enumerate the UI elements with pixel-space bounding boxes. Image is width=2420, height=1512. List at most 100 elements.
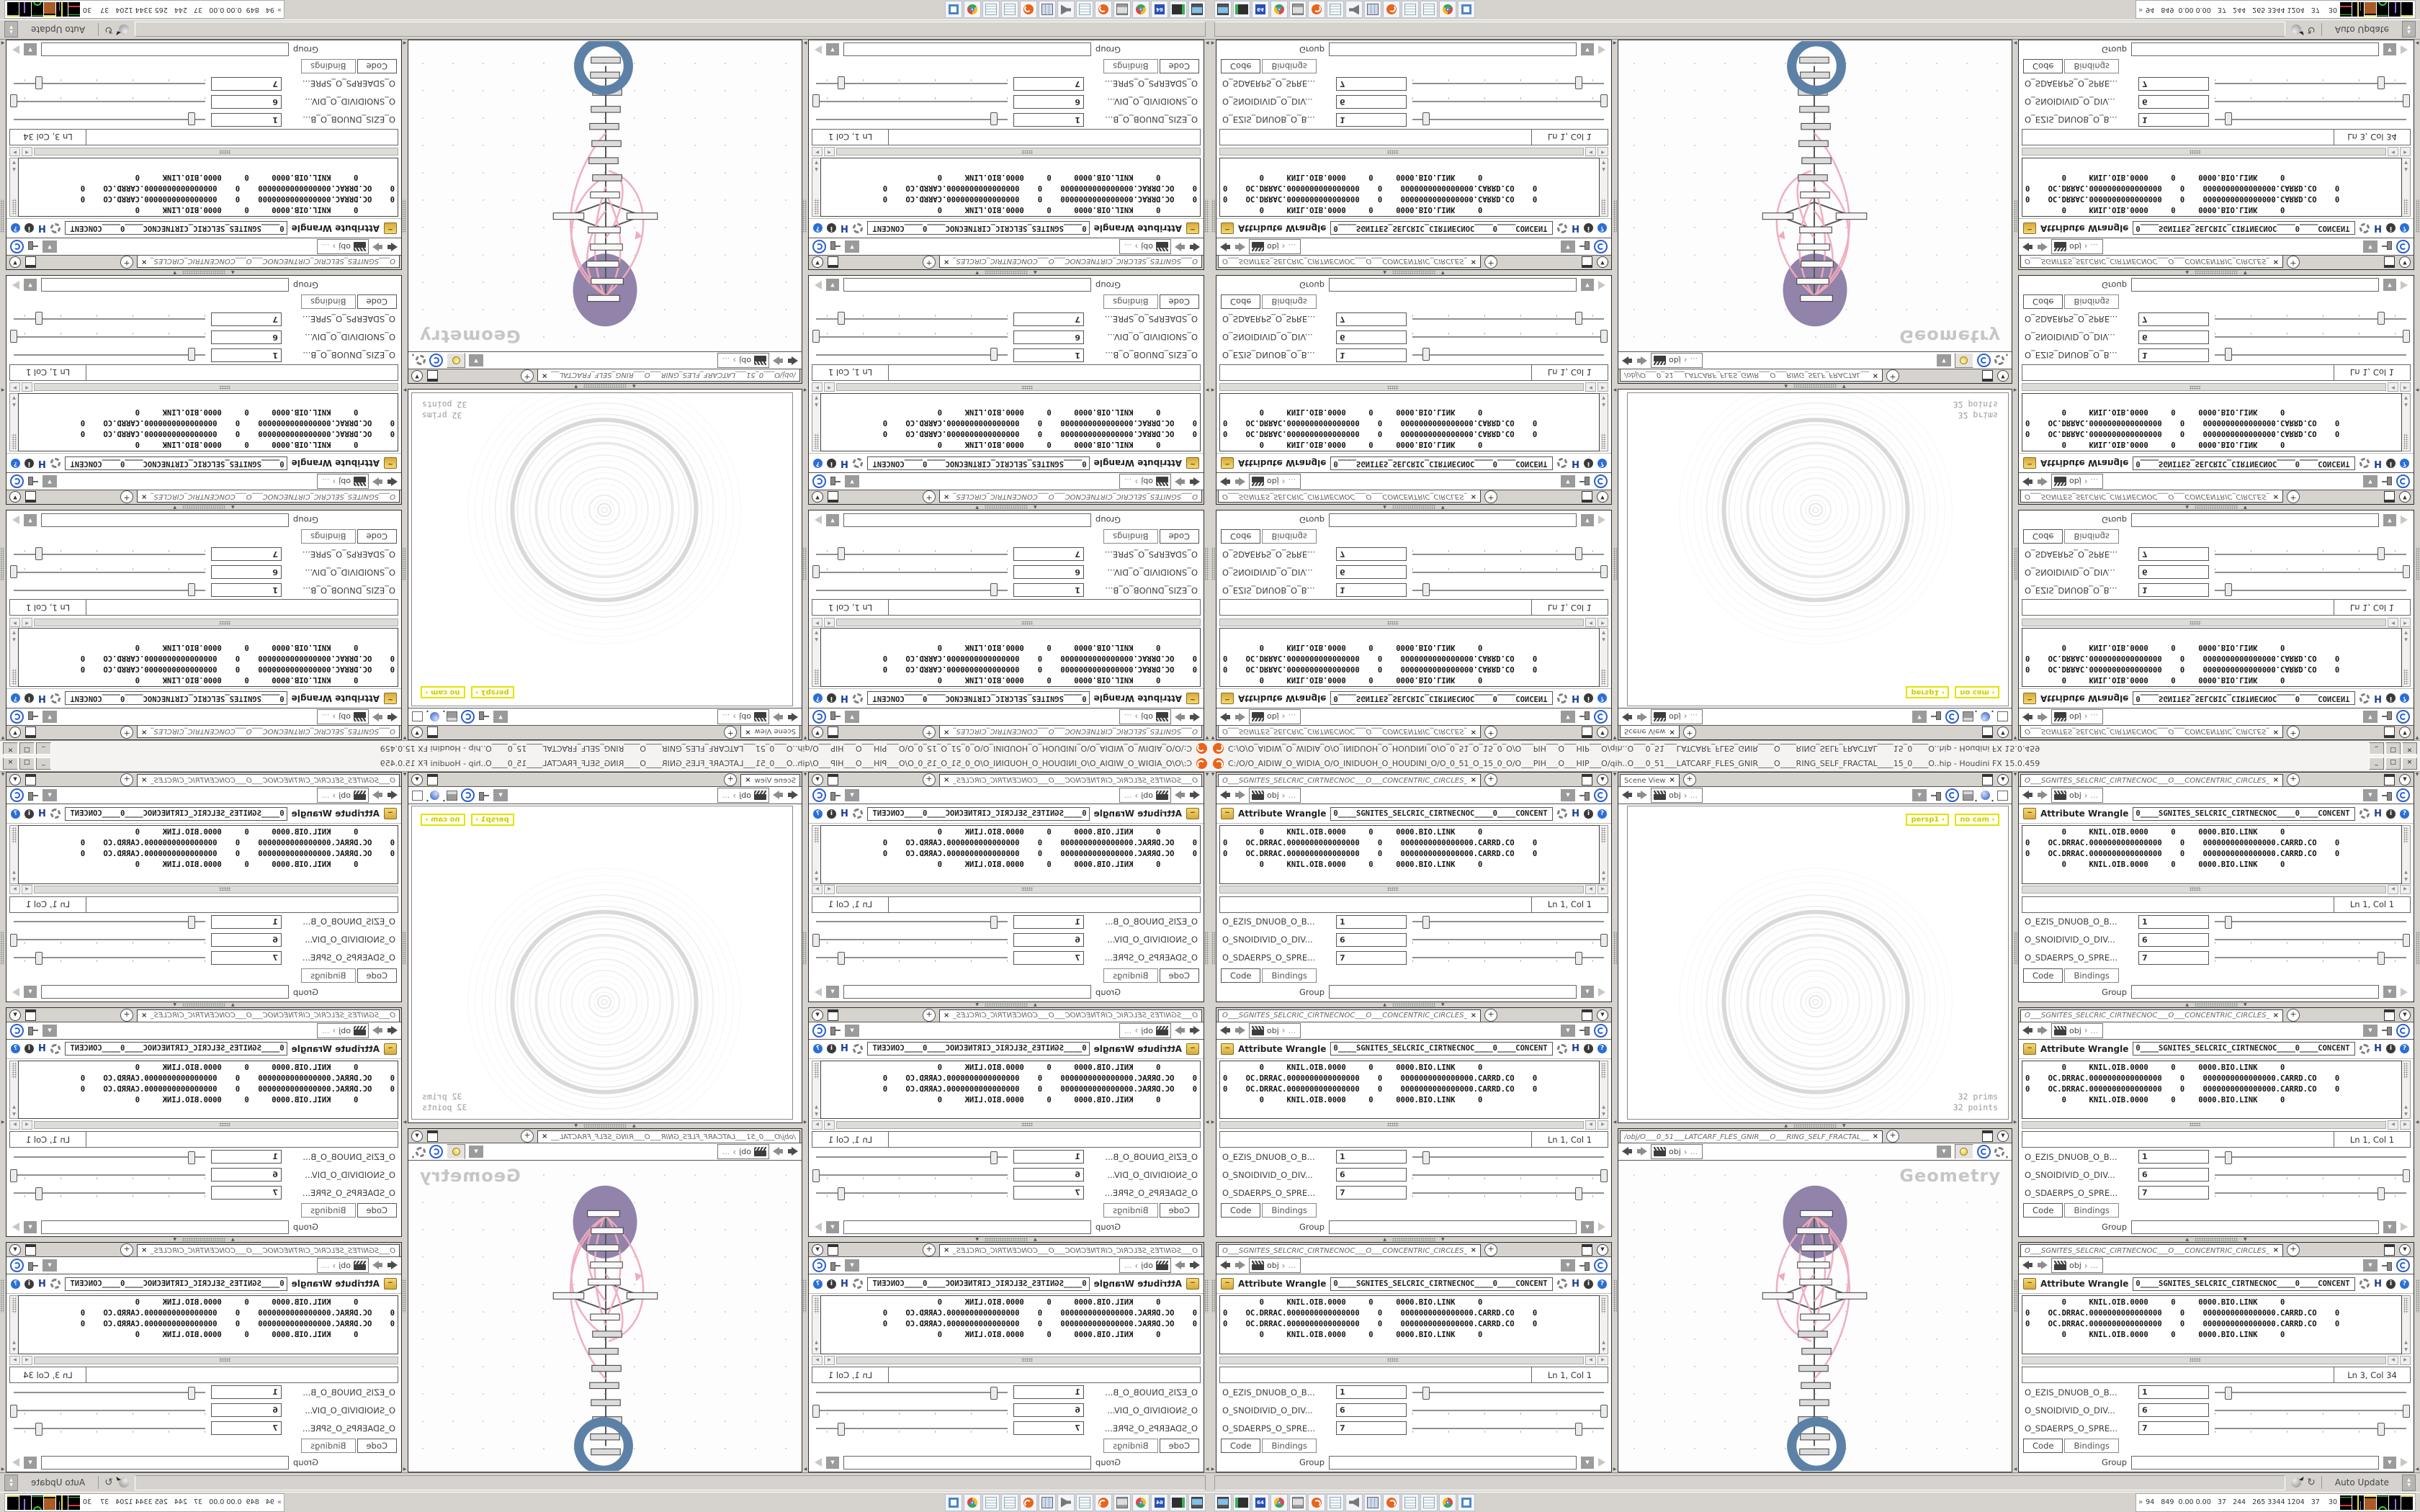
scrollbar-grip[interactable] <box>1601 669 1606 685</box>
radial-menu-icon[interactable] <box>429 1145 444 1158</box>
maximize-pane-icon[interactable] <box>828 256 838 268</box>
pane-menu-icon[interactable]: ▼ <box>1997 370 2009 382</box>
my-computer-icon[interactable] <box>1188 1493 1206 1511</box>
window-title-bar[interactable]: C:/O/O_AIDIW_O_WIDIA_O/O_INIDUOH_O_HOUDI… <box>1210 756 2420 772</box>
wrangle-node-icon[interactable]: ~ <box>1186 693 1199 704</box>
tray-chevron-icon[interactable]: » <box>277 1498 282 1506</box>
info-icon[interactable]: i <box>827 223 836 233</box>
close-icon[interactable]: × <box>944 776 950 784</box>
new-tab-button[interactable]: + <box>2287 490 2300 504</box>
param-slider[interactable] <box>10 94 205 109</box>
param-slider[interactable] <box>14 546 205 562</box>
houdini-preset-icon[interactable]: H <box>1572 222 1579 234</box>
param-value-field[interactable]: 6 <box>1013 565 1084 580</box>
group-select-arrow-icon[interactable] <box>12 1223 19 1232</box>
dropdown-button[interactable]: ▼ <box>42 1024 57 1037</box>
param-slider[interactable] <box>816 312 1008 326</box>
scroll-left-icon[interactable]: ◀ <box>2388 382 2398 392</box>
camera-select-chip[interactable]: no cam ▾ <box>1955 814 1999 826</box>
new-tab-button[interactable]: + <box>1682 773 1696 786</box>
code-vertical-scrollbar[interactable]: ▲ ▼ <box>9 1295 18 1355</box>
back-icon[interactable] <box>1622 356 1633 365</box>
code-vertical-scrollbar[interactable]: ▲ ▼ <box>812 392 820 452</box>
scroll-left-icon[interactable]: ◀ <box>2388 147 2398 157</box>
slider-handle[interactable] <box>2403 1169 2410 1182</box>
param-slider[interactable] <box>816 1150 1008 1164</box>
pane-splitter-vertical[interactable]: ▼ ▶ ▶ <box>1205 772 1209 1472</box>
tab-code[interactable]: Code <box>1159 968 1199 983</box>
param-slider[interactable] <box>2215 1168 2410 1182</box>
path-chip[interactable]: obj › ... <box>1249 788 1301 803</box>
info-icon[interactable]: i <box>24 458 34 468</box>
param-value-field[interactable]: 6 <box>1336 94 1407 109</box>
param-slider[interactable] <box>816 546 1008 562</box>
tab-code[interactable]: Code <box>1221 529 1261 544</box>
param-value-field[interactable]: 6 <box>2138 932 2209 947</box>
tab-bindings[interactable]: Bindings <box>1103 968 1158 983</box>
snippet-field[interactable] <box>86 128 398 145</box>
gear-icon[interactable] <box>1557 222 1568 233</box>
chrome-icon[interactable] <box>1439 1493 1456 1511</box>
houdini-preset-icon[interactable]: H <box>841 808 848 819</box>
display-sphere-icon[interactable] <box>1980 712 1990 721</box>
info-icon[interactable]: i <box>827 1279 836 1289</box>
auto-update-selector[interactable]: Auto Update <box>31 24 86 35</box>
wrangle-node-icon[interactable]: ~ <box>1186 1043 1199 1055</box>
pane-splitter-horizontal[interactable]: ▲ ▼ <box>2185 505 2247 510</box>
code-area[interactable]: 0 KNIL.OIB.0000 0 0000.BIO.LINK 0 0 OC.D… <box>1219 392 1600 452</box>
houdini-preset-icon[interactable]: H <box>841 693 848 704</box>
help-icon[interactable]: ? <box>11 458 20 468</box>
houdini-icon[interactable] <box>1095 1493 1112 1511</box>
tab-bindings[interactable]: Bindings <box>301 529 356 544</box>
pin-icon[interactable] <box>1930 791 1942 801</box>
pane-menu-icon[interactable]: ▼ <box>1597 1009 1608 1021</box>
pane-menu-icon[interactable]: ▼ <box>1597 491 1608 503</box>
code-vertical-scrollbar[interactable]: ▲ ▼ <box>1600 157 1608 217</box>
wrangle-node-icon[interactable]: ~ <box>1221 1278 1234 1290</box>
info-icon[interactable]: i <box>2386 223 2396 233</box>
slider-handle[interactable] <box>188 916 196 930</box>
display-sphere-icon[interactable] <box>430 712 440 721</box>
chrome-icon[interactable] <box>964 1493 981 1511</box>
param-value-field[interactable]: 1 <box>2138 914 2209 929</box>
hints-bulb-button[interactable] <box>1954 1144 1973 1159</box>
slider-handle[interactable] <box>10 564 17 578</box>
pane-menu-icon[interactable]: ▼ <box>1997 1130 2009 1142</box>
gear-icon[interactable] <box>50 222 60 233</box>
pane-splitter-vertical[interactable]: ▼ ▶ ◀ <box>403 772 407 1472</box>
pane-tab-parameters[interactable]: O___SGNITES_SELCRIC_CIRTNECNOC___O___CON… <box>939 726 1202 738</box>
scroll-right-icon[interactable]: ▶ <box>812 885 823 895</box>
pane-tab-parameters[interactable]: O___SGNITES_SELCRIC_CIRTNECNOC___O___CON… <box>1218 490 1481 503</box>
scroll-left-icon[interactable]: ◀ <box>2388 617 2398 627</box>
tab-code[interactable]: Code <box>2023 58 2063 73</box>
code-area[interactable]: 0 KNIL.OIB.0000 0 0000.BIO.LINK 0 0 OC.D… <box>2022 628 2402 687</box>
snippet-field[interactable] <box>2022 599 2334 616</box>
display-sphere-icon[interactable] <box>430 791 440 800</box>
slider-handle[interactable] <box>990 582 998 596</box>
code-horizontal-scrollbar[interactable]: ◀ ▶ <box>812 885 1201 895</box>
pane-tab-parameters[interactable]: O___SGNITES_SELCRIC_CIRTNECNOC___O___CON… <box>1218 726 1481 738</box>
scrollbar-track[interactable] <box>1219 1120 1584 1129</box>
scroll-right-icon[interactable]: ▶ <box>9 147 20 157</box>
path-chip[interactable]: obj › ... <box>1119 474 1171 490</box>
scroll-up-icon[interactable]: ▲ <box>1602 1104 1605 1110</box>
param-slider[interactable] <box>2215 1385 2406 1400</box>
slider-handle[interactable] <box>2224 1386 2232 1400</box>
info-icon[interactable]: i <box>1584 809 1593 819</box>
param-slider[interactable] <box>10 1403 205 1418</box>
houdini-preset-icon[interactable]: H <box>841 222 848 234</box>
scroll-down-icon[interactable]: ▼ <box>12 1347 16 1353</box>
slider-handle[interactable] <box>837 1187 845 1200</box>
forward-icon[interactable] <box>2037 1026 2048 1035</box>
help-icon[interactable]: ? <box>1597 1044 1607 1054</box>
scrollbar-track[interactable] <box>1219 618 1584 626</box>
scroll-up-icon[interactable]: ▲ <box>12 1340 16 1346</box>
wrangle-node-icon[interactable]: ~ <box>2023 457 2036 469</box>
houdini-preset-icon[interactable]: H <box>38 222 46 234</box>
code-area[interactable]: 0 KNIL.OIB.0000 0 0000.BIO.LINK 0 0 OC.D… <box>2022 157 2402 217</box>
tab-bindings[interactable]: Bindings <box>301 1439 356 1454</box>
slider-handle[interactable] <box>1422 1386 1430 1400</box>
param-slider[interactable] <box>816 348 1008 362</box>
group-dropdown-button[interactable]: ▼ <box>826 279 839 292</box>
group-dropdown-button[interactable]: ▼ <box>2383 986 2396 999</box>
